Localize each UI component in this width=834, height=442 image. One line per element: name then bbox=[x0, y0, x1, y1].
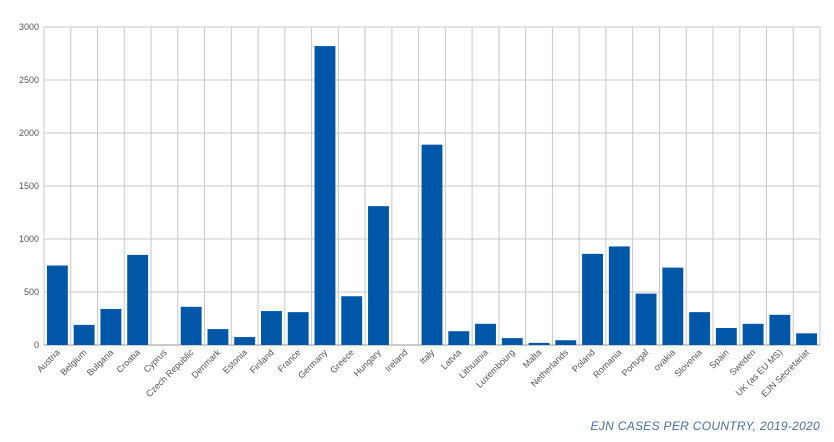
bar-spain bbox=[715, 328, 737, 345]
x-category-label: Denmark bbox=[189, 347, 222, 380]
bar-estonia bbox=[234, 337, 256, 345]
bar-france bbox=[287, 312, 309, 345]
bar-ovakia bbox=[662, 267, 684, 345]
bar-romania bbox=[608, 246, 630, 345]
y-tick-label: 3000 bbox=[19, 22, 39, 32]
bar-hungary bbox=[368, 206, 389, 345]
x-category-label: Malta bbox=[521, 347, 544, 370]
x-category-label: Bulgaria bbox=[85, 347, 115, 377]
bar-sweden bbox=[742, 323, 764, 345]
x-category-label: Ireland bbox=[383, 347, 410, 374]
x-category-label: ovakia bbox=[652, 347, 677, 372]
y-tick-label: 2500 bbox=[19, 75, 39, 85]
x-category-label: Germany bbox=[296, 347, 330, 381]
bars bbox=[46, 46, 818, 345]
x-category-label: Finland bbox=[248, 347, 276, 375]
bar-croatia bbox=[127, 254, 149, 345]
bar-latvia bbox=[448, 331, 470, 345]
bar-uk-as-eu-ms- bbox=[769, 314, 791, 345]
x-category-label: Estonia bbox=[221, 347, 249, 375]
bar-portugal bbox=[635, 293, 657, 345]
x-category-label: Slovenia bbox=[673, 347, 704, 378]
bar-italy bbox=[421, 144, 443, 345]
x-category-label: Portugal bbox=[620, 347, 651, 378]
bar-greece bbox=[341, 296, 363, 345]
bar-austria bbox=[46, 265, 68, 345]
bar-lithuania bbox=[475, 323, 496, 345]
x-category-label: Belgium bbox=[58, 347, 88, 377]
x-category-label: Czech Republic bbox=[144, 347, 196, 399]
bar-slovenia bbox=[689, 312, 711, 345]
y-axis-ticks: 0 500 1000 1500 2000 2500 3000 bbox=[19, 22, 39, 350]
bar-germany bbox=[314, 46, 336, 345]
x-category-label: Spain bbox=[707, 347, 730, 370]
x-category-label: EJN Secretariat bbox=[759, 347, 811, 399]
bar-denmark bbox=[207, 329, 229, 345]
bar-poland bbox=[582, 253, 603, 345]
bar-bulgaria bbox=[100, 308, 122, 345]
x-category-label: Croatia bbox=[114, 347, 142, 375]
x-category-label: Romania bbox=[591, 347, 624, 380]
bar-netherlands bbox=[555, 340, 577, 345]
chart-caption: EJN CASES PER COUNTRY, 2019-2020 bbox=[590, 419, 820, 433]
y-tick-label: 0 bbox=[34, 340, 39, 350]
x-category-label: UK (as EU MS) bbox=[734, 347, 785, 398]
x-category-label: Latvia bbox=[439, 347, 463, 371]
bar-finland bbox=[261, 311, 282, 345]
x-category-label: Italy bbox=[418, 347, 437, 366]
bar-luxembourg bbox=[501, 338, 523, 345]
y-tick-label: 1500 bbox=[19, 181, 39, 191]
bar-malta bbox=[528, 342, 550, 345]
y-tick-label: 2000 bbox=[19, 128, 39, 138]
y-tick-label: 1000 bbox=[19, 234, 39, 244]
bar-belgium bbox=[73, 324, 95, 345]
x-category-label: Hungary bbox=[352, 347, 383, 378]
y-tick-label: 500 bbox=[24, 287, 39, 297]
bar-ejn-secretariat bbox=[796, 333, 818, 345]
bar-czech-republic bbox=[180, 306, 202, 345]
